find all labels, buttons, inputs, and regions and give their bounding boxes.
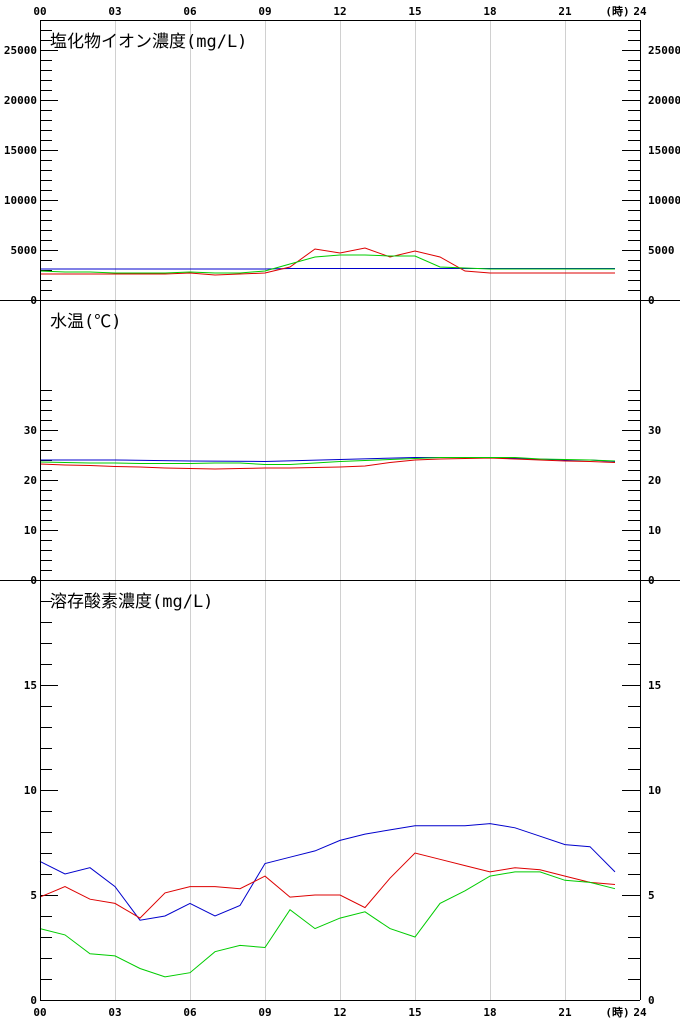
xtick-label-bottom: 18 <box>483 1006 496 1019</box>
panel-1-ytick-label-left: 25000 <box>4 44 37 57</box>
xtick-label-bottom: 00 <box>33 1006 46 1019</box>
panel-1-ytick-label-left: 10000 <box>4 194 37 207</box>
xtick-label-top: 18 <box>483 5 496 18</box>
panel-1-ytick-label-left: 5000 <box>11 244 38 257</box>
panel-3-ytick-label-right: 10 <box>648 784 661 797</box>
xtick-label-top: 00 <box>33 5 46 18</box>
panel-1-ytick-label-right: 10000 <box>648 194 680 207</box>
xtick-label-top: 15 <box>408 5 421 18</box>
panel-3-series-red <box>39 852 616 919</box>
panel-1-ytick-label-right: 25000 <box>648 44 680 57</box>
panel-1-ytick-label-right: 20000 <box>648 94 680 107</box>
xtick-label-top: 21 <box>558 5 572 18</box>
x-unit-top: (時) <box>605 4 629 18</box>
panel-3-series-blue <box>39 823 616 921</box>
xtick-label-top: 24 <box>633 5 647 18</box>
xtick-label-bottom: 12 <box>333 1006 346 1019</box>
panel-1-ytick-label-left: 20000 <box>4 94 37 107</box>
panel-3-ytick-label-left: 15 <box>24 679 37 692</box>
panel-3-ytick-label-right: 5 <box>648 889 655 902</box>
xtick-label-top: 09 <box>258 5 271 18</box>
xtick-label-top: 06 <box>183 5 197 18</box>
xtick-label-bottom: 21 <box>558 1006 572 1019</box>
panel-2-ytick-label-right: 30 <box>648 424 661 437</box>
panel-1-ytick-label-right: 5000 <box>648 244 675 257</box>
panel-1-series-red <box>40 247 615 276</box>
panel-1-title: 塩化物イオン濃度(mg/L) <box>50 32 247 52</box>
panel-3-ytick-label-left: 10 <box>24 784 37 797</box>
panel-1-ytick-label-right: 15000 <box>648 144 680 157</box>
panel-2-ytick-label-left: 10 <box>24 524 37 537</box>
panel-1-series-green <box>39 254 615 274</box>
panel-2-ytick-label-left: 30 <box>24 424 37 437</box>
panel-2-series-green <box>39 457 616 465</box>
xtick-label-bottom: 09 <box>258 1006 271 1019</box>
xtick-label-bottom: 06 <box>183 1006 197 1019</box>
panel-2-ytick-label-left: 20 <box>24 474 37 487</box>
xtick-label-bottom: 03 <box>108 1006 121 1019</box>
x-unit-bottom: (時) <box>605 1005 629 1019</box>
panel-3-ytick-label-left: 0 <box>30 994 37 1007</box>
xtick-label-top: 03 <box>108 5 121 18</box>
panel-3-ytick-label-right: 15 <box>648 679 661 692</box>
xtick-label-bottom: 15 <box>408 1006 421 1019</box>
xtick-label-top: 12 <box>333 5 346 18</box>
panel-3-title: 溶存酸素濃度(mg/L) <box>50 592 213 612</box>
panel-3-ytick-label-left: 5 <box>30 889 37 902</box>
panel-2-ytick-label-right: 10 <box>648 524 661 537</box>
panel-3-ytick-label-right: 0 <box>648 994 655 1007</box>
panel-2-series-red <box>39 457 616 470</box>
panel-2-ytick-label-right: 20 <box>648 474 661 487</box>
panel-1-ytick-label-left: 15000 <box>4 144 37 157</box>
panel-2-title: 水温(℃) <box>50 312 121 332</box>
panel-3-series-green <box>39 871 616 978</box>
xtick-label-bottom: 24 <box>633 1006 647 1019</box>
